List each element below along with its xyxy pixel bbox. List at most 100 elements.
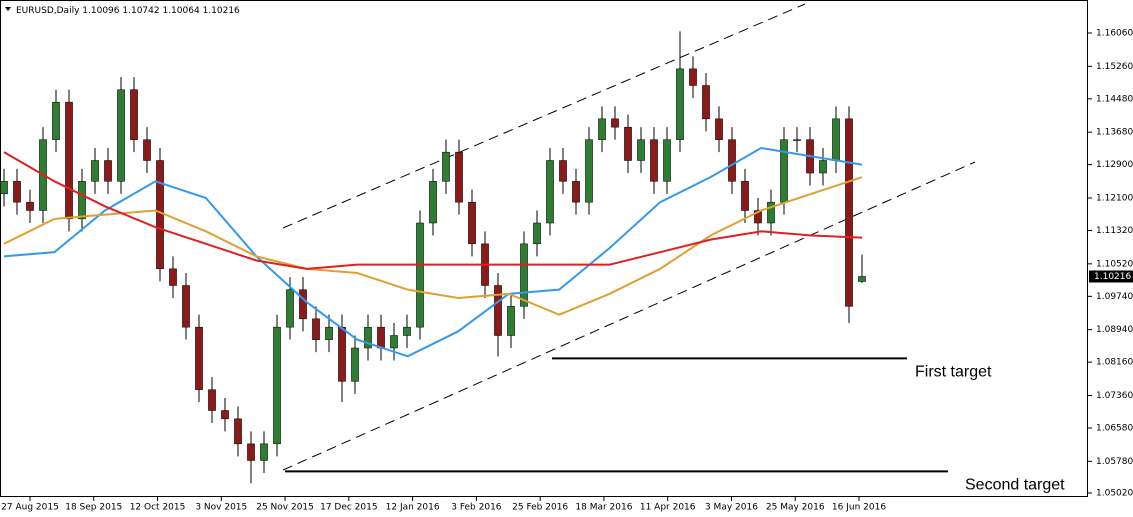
candle-body xyxy=(221,410,229,420)
x-tick-label: 27 Aug 2015 xyxy=(1,503,59,513)
candle-body xyxy=(819,160,827,174)
channel-lower xyxy=(282,161,976,471)
candle-body xyxy=(689,68,697,86)
candle-body xyxy=(390,335,398,349)
y-tick-label: 1.12900 xyxy=(1096,160,1133,170)
candle-body xyxy=(832,118,840,161)
candle-body xyxy=(104,160,112,182)
candle-body xyxy=(611,118,619,128)
y-tick-label: 1.09740 xyxy=(1096,292,1133,302)
candle-body xyxy=(598,118,606,140)
candle-body xyxy=(286,289,294,328)
candle-body xyxy=(754,210,762,224)
candle-body xyxy=(676,68,684,140)
candle-body xyxy=(143,139,151,161)
candle-body xyxy=(299,289,307,320)
ohlc-low: 1.10064 xyxy=(162,6,199,16)
y-tick-label: 1.10520 xyxy=(1096,259,1133,269)
candle-body xyxy=(377,326,385,349)
x-tick-label: 3 Feb 2016 xyxy=(451,503,502,513)
candle-body xyxy=(78,181,86,220)
candle-body xyxy=(624,126,632,161)
y-tick-label: 1.05780 xyxy=(1096,457,1133,467)
candle-body xyxy=(130,89,138,140)
candle-body xyxy=(741,181,749,211)
candle-body xyxy=(559,160,567,182)
candle-body xyxy=(650,139,658,182)
candle-body xyxy=(663,139,671,182)
candle-body xyxy=(845,118,853,307)
candle-body xyxy=(273,326,281,445)
candle-body xyxy=(429,181,437,224)
y-tick-label: 1.16060 xyxy=(1096,29,1133,39)
candle-body xyxy=(637,139,645,161)
x-tick-label: 25 Nov 2015 xyxy=(256,503,314,513)
candle-body xyxy=(338,326,346,382)
candle-body xyxy=(416,222,424,328)
candle-body xyxy=(52,101,60,140)
y-tick-label: 1.08940 xyxy=(1096,325,1133,335)
price-tag-label: 1.10216 xyxy=(1094,272,1131,282)
candle-body xyxy=(442,151,450,182)
ohlc-high: 1.10742 xyxy=(122,6,159,16)
x-tick-label: 18 Mar 2016 xyxy=(575,503,632,513)
candle-body xyxy=(208,389,216,411)
candle-body xyxy=(728,139,736,182)
symbol: EURUSD,Daily xyxy=(16,6,80,16)
x-tick-label: 3 Nov 2015 xyxy=(195,503,247,513)
candle-body xyxy=(65,101,73,220)
chart-title: EURUSD,Daily 1.10096 1.10742 1.10064 1.1… xyxy=(16,6,240,16)
candle-body xyxy=(260,443,268,461)
x-tick-label: 12 Jan 2016 xyxy=(386,503,440,513)
candle-body xyxy=(403,326,411,336)
x-tick-label: 18 Sep 2015 xyxy=(65,503,122,513)
candle-body xyxy=(247,443,255,461)
x-tick-label: 25 Feb 2016 xyxy=(512,503,568,513)
candle-body xyxy=(702,85,710,120)
candle-body xyxy=(468,201,476,245)
candle-body xyxy=(13,181,21,203)
candle-body xyxy=(572,181,580,203)
candle-body xyxy=(91,160,99,182)
x-tick-label: 17 Dec 2015 xyxy=(320,503,378,513)
annotation: First target xyxy=(915,364,992,381)
y-tick-label: 1.07360 xyxy=(1096,391,1133,401)
moving-average xyxy=(3,146,863,358)
x-tick-label: 12 Oct 2015 xyxy=(130,503,186,513)
candle-body xyxy=(312,318,320,340)
x-tick-label: 11 Apr 2016 xyxy=(640,503,696,513)
y-tick-label: 1.14480 xyxy=(1096,94,1133,104)
candle-body xyxy=(117,89,125,182)
candle-body xyxy=(767,201,775,224)
x-tick-label: 3 May 2016 xyxy=(705,503,758,513)
candle-body xyxy=(858,276,866,282)
moving-average xyxy=(3,151,863,270)
candle-body xyxy=(195,326,203,390)
candle-body xyxy=(351,347,359,382)
ohlc-close: 1.10216 xyxy=(203,6,240,16)
candle-body xyxy=(507,306,515,336)
candle-body xyxy=(520,243,528,307)
candle-body xyxy=(325,326,333,340)
channel-upper xyxy=(282,3,806,229)
candle-body xyxy=(364,326,372,349)
x-tick-label: 16 Jun 2016 xyxy=(832,503,886,513)
candle-body xyxy=(585,139,593,203)
candle-body xyxy=(533,222,541,245)
candle-body xyxy=(455,151,463,203)
candle-body xyxy=(182,285,190,328)
candle-body xyxy=(494,285,502,336)
y-tick-label: 1.15260 xyxy=(1096,62,1133,72)
candle-body xyxy=(26,201,34,211)
y-tick-label: 1.13680 xyxy=(1096,128,1133,138)
y-tick-label: 1.05020 xyxy=(1096,489,1133,499)
annotation: Second target xyxy=(965,477,1065,494)
ohlc-open: 1.10096 xyxy=(82,6,119,16)
candle-body xyxy=(546,160,554,224)
candle-body xyxy=(0,181,8,195)
y-tick-label: 1.08160 xyxy=(1096,358,1133,368)
moving-average xyxy=(3,176,863,316)
candle-body xyxy=(156,160,164,270)
plot-frame xyxy=(0,0,1088,497)
candle-body xyxy=(715,118,723,140)
